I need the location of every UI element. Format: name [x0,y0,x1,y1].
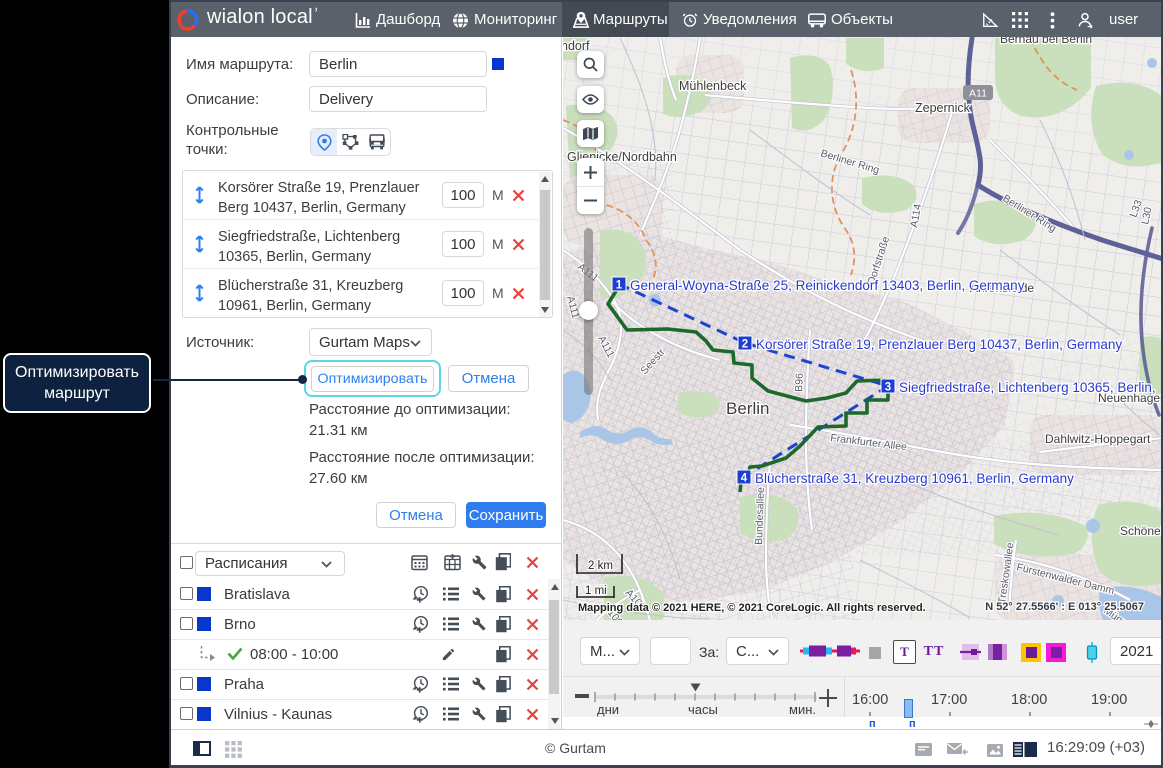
svg-text:Bundesallee: Bundesallee [753,487,767,545]
svg-text:ndorf: ndorf [563,39,590,53]
svg-text:B96: B96 [793,373,806,392]
svg-text:General-Woyna-Straße 25, Reini: General-Woyna-Straße 25, Reinickendorf 1… [630,278,1025,293]
svg-text:Zepernick: Zepernick [915,101,971,115]
svg-text:Bernau bei Berlin: Bernau bei Berlin [1000,37,1092,46]
svg-text:L30: L30 [1139,206,1154,226]
svg-text:Korsörer Straße 19, Prenzlauer: Korsörer Straße 19, Prenzlauer Berg 1043… [756,337,1122,352]
svg-text:Ahrensfelde: Ahrensfelde [970,281,1034,295]
svg-text:Mapping data © 2021 HERE, © 20: Mapping data © 2021 HERE, © 2021 CoreLog… [578,602,926,614]
svg-text:2 km: 2 km [588,560,613,572]
svg-text:A114: A114 [908,203,924,229]
svg-text:3: 3 [885,382,891,394]
svg-text:Schöneich: Schöneich [1120,524,1161,538]
svg-text:Neuenhagen: Neuenhagen [1098,391,1161,405]
svg-text:Dahlwitz-Hoppegart: Dahlwitz-Hoppegart [1045,432,1151,446]
svg-text:N 52° 27.5566' : E 013° 25.506: N 52° 27.5566' : E 013° 25.5067 [985,601,1144,613]
svg-text:4: 4 [741,473,748,485]
svg-text:Siegfriedstraße, Lichtenberg 1: Siegfriedstraße, Lichtenberg 10365, Berl… [899,380,1156,395]
svg-text:2: 2 [742,339,748,351]
svg-text:Berlin: Berlin [726,399,769,418]
svg-text:Mühlenbeck: Mühlenbeck [679,79,747,93]
svg-text:1: 1 [616,280,623,292]
svg-text:A11: A11 [969,88,987,100]
svg-text:Blücherstraße 31, Kreuzberg 10: Blücherstraße 31, Kreuzberg 10961, Berli… [755,471,1074,486]
svg-text:1 mi: 1 mi [585,585,607,597]
